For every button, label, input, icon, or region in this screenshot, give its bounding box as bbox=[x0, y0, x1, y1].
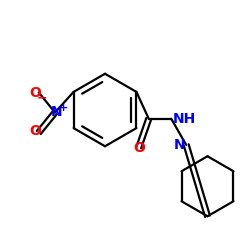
Text: +: + bbox=[58, 103, 68, 113]
Text: O: O bbox=[133, 141, 145, 155]
Text: −: − bbox=[37, 92, 47, 104]
Text: N: N bbox=[50, 106, 62, 120]
Text: O: O bbox=[30, 124, 42, 138]
Text: NH: NH bbox=[172, 112, 196, 126]
Text: O: O bbox=[30, 86, 42, 100]
Text: N: N bbox=[174, 138, 185, 152]
